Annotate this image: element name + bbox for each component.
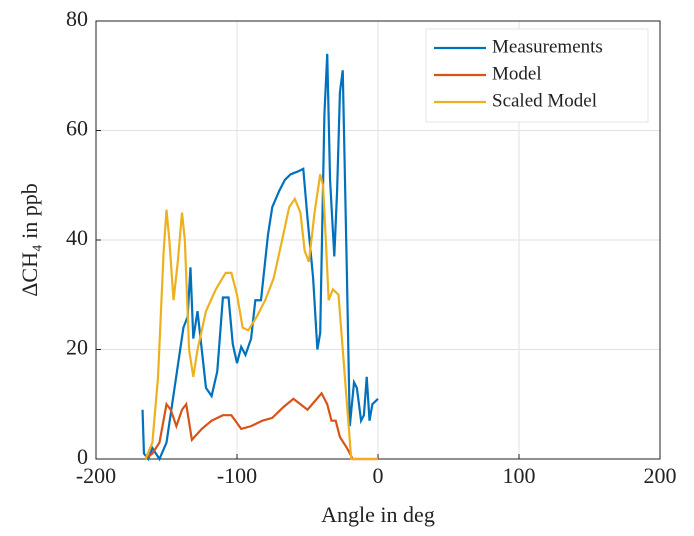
x-tick-label: 100 [503, 463, 536, 488]
x-tick-label: 200 [644, 463, 677, 488]
y-axis-label: ΔCH₄ in ppb [17, 183, 42, 297]
x-axis-label: Angle in deg [321, 502, 435, 527]
y-tick-label: 20 [66, 335, 88, 360]
x-tick-label: 0 [373, 463, 384, 488]
legend-label: Model [492, 63, 542, 84]
y-tick-label: 80 [66, 6, 88, 31]
x-tick-label: -100 [217, 463, 257, 488]
y-tick-label: 0 [77, 444, 88, 469]
data-line [144, 174, 378, 461]
legend-label: Scaled Model [492, 90, 597, 111]
legend-label: Measurements [492, 36, 603, 57]
y-tick-label: 60 [66, 116, 88, 141]
y-tick-label: 40 [66, 225, 88, 250]
data-line [144, 391, 378, 461]
x-tick-label: -200 [76, 463, 116, 488]
